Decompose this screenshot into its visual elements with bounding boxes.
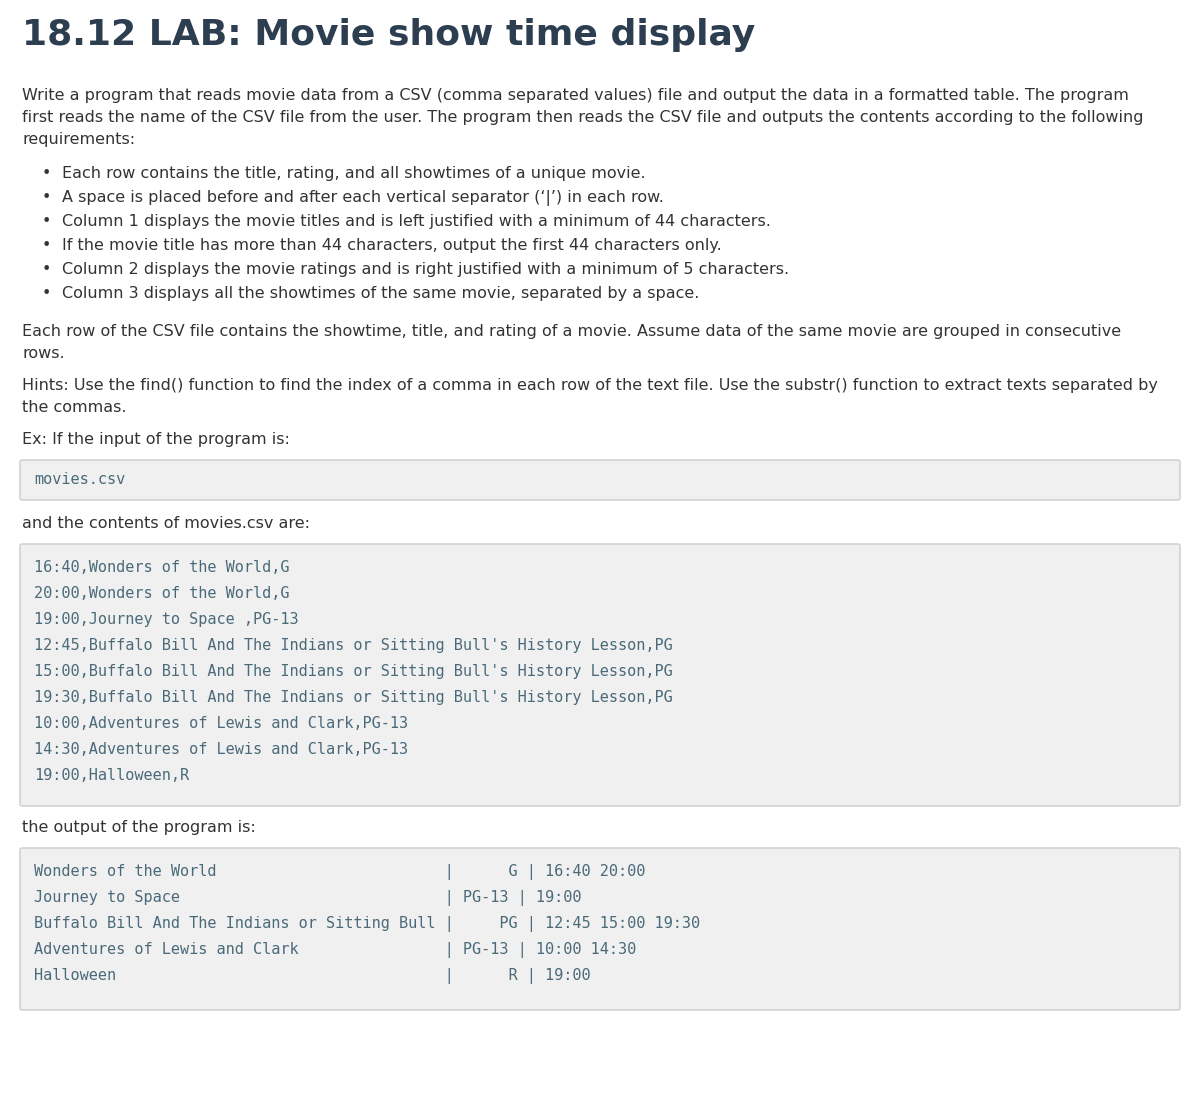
Text: Adventures of Lewis and Clark                | PG-13 | 10:00 14:30: Adventures of Lewis and Clark | PG-13 | … (34, 942, 636, 958)
Text: the commas.: the commas. (22, 400, 126, 416)
Text: requirements:: requirements: (22, 132, 136, 147)
Text: 10:00,Adventures of Lewis and Clark,PG-13: 10:00,Adventures of Lewis and Clark,PG-1… (34, 716, 408, 731)
Text: first reads the name of the CSV file from the user. The program then reads the C: first reads the name of the CSV file fro… (22, 109, 1144, 125)
Text: •: • (42, 262, 52, 277)
Text: movies.csv: movies.csv (34, 472, 125, 487)
Text: Each row contains the title, rating, and all showtimes of a unique movie.: Each row contains the title, rating, and… (62, 166, 646, 181)
Text: 19:00,Halloween,R: 19:00,Halloween,R (34, 768, 190, 783)
Text: 18.12 LAB: Movie show time display: 18.12 LAB: Movie show time display (22, 18, 755, 52)
Text: Halloween                                    |      R | 19:00: Halloween | R | 19:00 (34, 968, 590, 984)
Text: •: • (42, 214, 52, 229)
Text: If the movie title has more than 44 characters, output the first 44 characters o: If the movie title has more than 44 char… (62, 238, 721, 252)
FancyBboxPatch shape (20, 460, 1180, 500)
Text: Ex: If the input of the program is:: Ex: If the input of the program is: (22, 432, 290, 447)
Text: and the contents of movies.csv are:: and the contents of movies.csv are: (22, 516, 310, 531)
Text: Buffalo Bill And The Indians or Sitting Bull |     PG | 12:45 15:00 19:30: Buffalo Bill And The Indians or Sitting … (34, 916, 700, 932)
Text: 12:45,Buffalo Bill And The Indians or Sitting Bull's History Lesson,PG: 12:45,Buffalo Bill And The Indians or Si… (34, 638, 673, 653)
Text: Write a program that reads movie data from a CSV (comma separated values) file a: Write a program that reads movie data fr… (22, 88, 1129, 103)
Text: •: • (42, 238, 52, 252)
Text: Column 2 displays the movie ratings and is right justified with a minimum of 5 c: Column 2 displays the movie ratings and … (62, 262, 790, 277)
Text: 19:30,Buffalo Bill And The Indians or Sitting Bull's History Lesson,PG: 19:30,Buffalo Bill And The Indians or Si… (34, 690, 673, 705)
Text: 14:30,Adventures of Lewis and Clark,PG-13: 14:30,Adventures of Lewis and Clark,PG-1… (34, 742, 408, 757)
Text: Journey to Space                             | PG-13 | 19:00: Journey to Space | PG-13 | 19:00 (34, 890, 582, 906)
Text: •: • (42, 286, 52, 300)
Text: 20:00,Wonders of the World,G: 20:00,Wonders of the World,G (34, 586, 289, 601)
Text: 19:00,Journey to Space ,PG-13: 19:00,Journey to Space ,PG-13 (34, 612, 299, 627)
Text: Column 3 displays all the showtimes of the same movie, separated by a space.: Column 3 displays all the showtimes of t… (62, 286, 700, 300)
Text: 16:40,Wonders of the World,G: 16:40,Wonders of the World,G (34, 560, 289, 575)
Text: •: • (42, 166, 52, 181)
Text: Wonders of the World                         |      G | 16:40 20:00: Wonders of the World | G | 16:40 20:00 (34, 865, 646, 880)
Text: rows.: rows. (22, 346, 65, 361)
Text: the output of the program is:: the output of the program is: (22, 820, 256, 836)
FancyBboxPatch shape (20, 848, 1180, 1010)
Text: •: • (42, 190, 52, 206)
Text: 15:00,Buffalo Bill And The Indians or Sitting Bull's History Lesson,PG: 15:00,Buffalo Bill And The Indians or Si… (34, 663, 673, 679)
Text: Each row of the CSV file contains the showtime, title, and rating of a movie. As: Each row of the CSV file contains the sh… (22, 324, 1121, 338)
Text: Hints: Use the find() function to find the index of a comma in each row of the t: Hints: Use the find() function to find t… (22, 378, 1158, 393)
FancyBboxPatch shape (20, 544, 1180, 806)
Text: Column 1 displays the movie titles and is left justified with a minimum of 44 ch: Column 1 displays the movie titles and i… (62, 214, 770, 229)
Text: A space is placed before and after each vertical separator (‘|’) in each row.: A space is placed before and after each … (62, 190, 664, 206)
